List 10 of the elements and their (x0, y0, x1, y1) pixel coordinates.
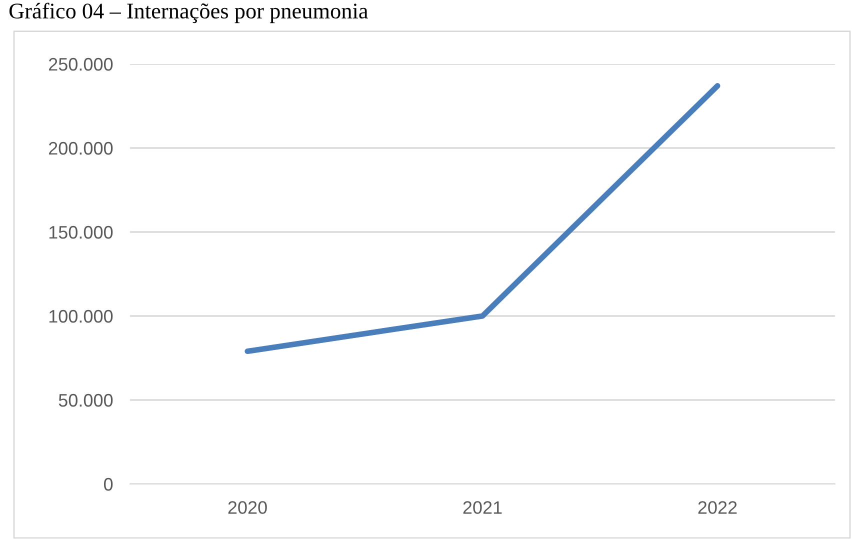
x-tick-label: 2021 (463, 501, 502, 514)
y-tick-label: 50.000 (58, 394, 113, 407)
y-tick-label: 150.000 (49, 226, 113, 239)
x-tick-label: 2022 (698, 501, 737, 514)
x-tick-label: 2020 (228, 501, 267, 514)
y-tick-label: 250.000 (48, 58, 113, 71)
y-tick-label: 200.000 (48, 142, 113, 155)
y-tick-label: 0 (104, 478, 113, 491)
y-tick-label: 100.000 (49, 310, 113, 323)
chart-title: Gráfico 04 – Internações por pneumonia (9, 2, 368, 24)
